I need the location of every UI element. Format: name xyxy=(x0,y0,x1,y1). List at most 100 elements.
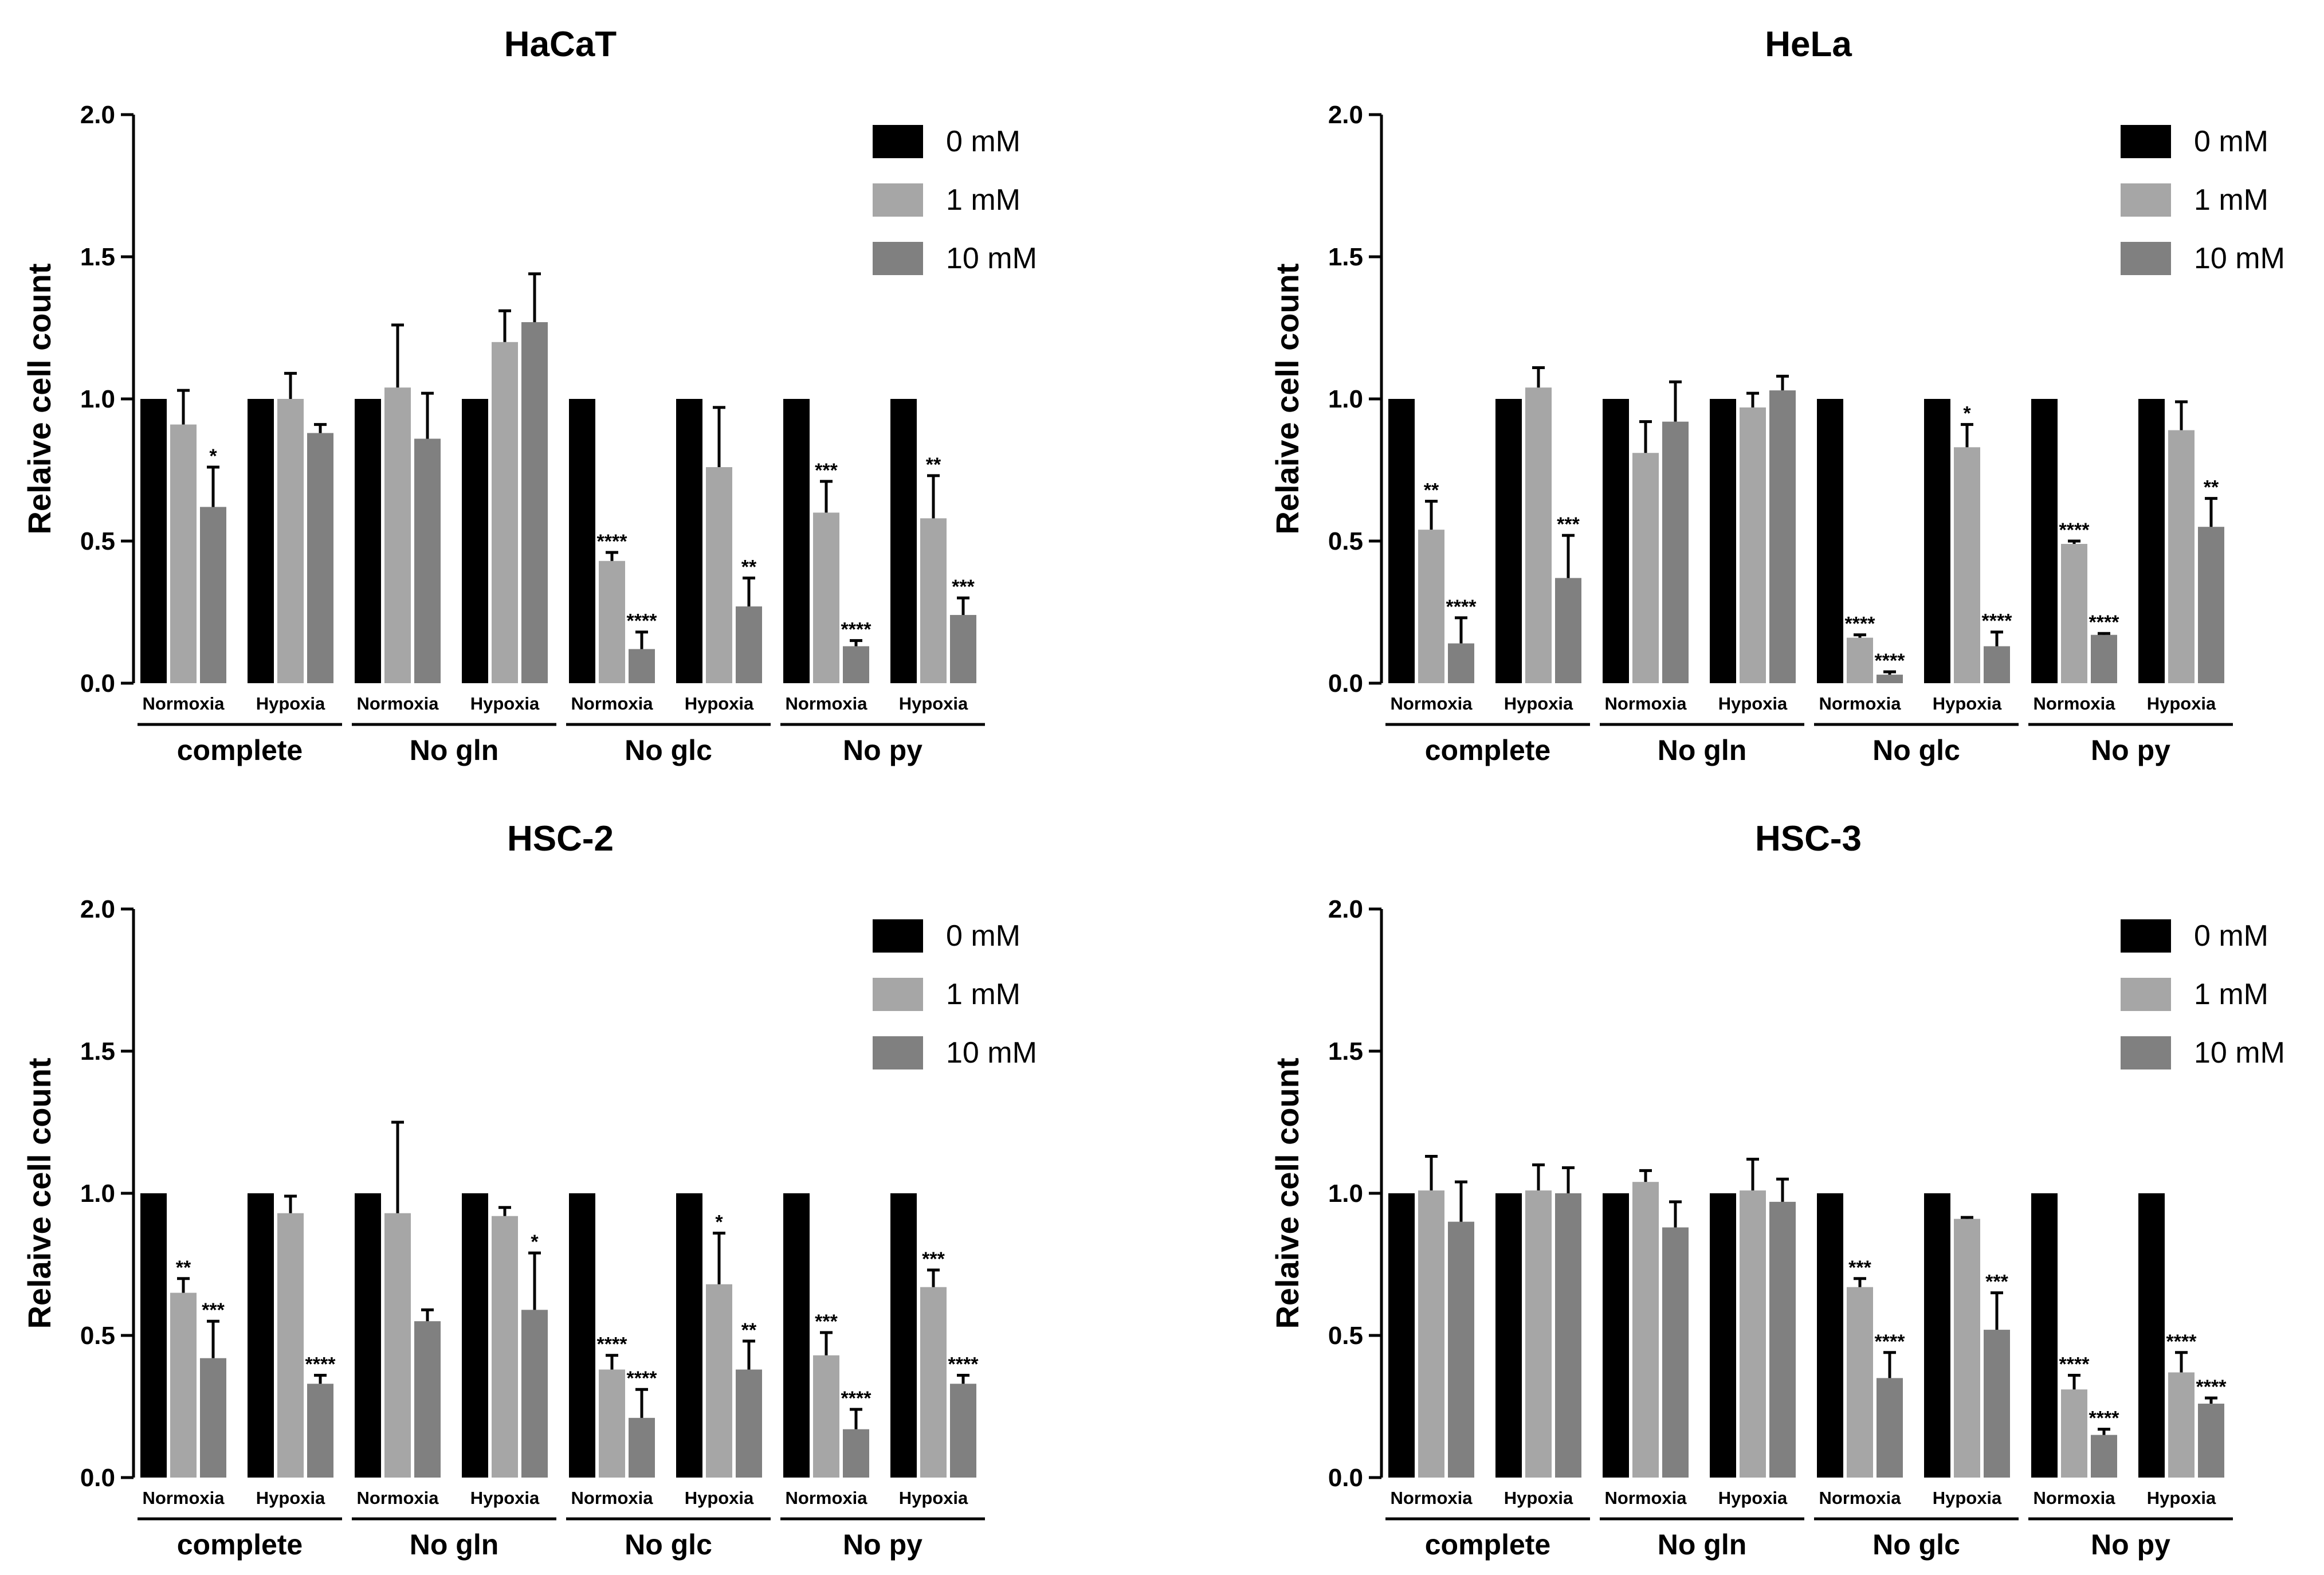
y-tick-label: 1.0 xyxy=(80,385,115,413)
group-label: No glc xyxy=(1872,1529,1960,1561)
y-tick-label: 2.0 xyxy=(1328,895,1363,923)
significance-label: *** xyxy=(815,460,838,481)
chart-panel-hacat: HaCaT Relaive cell count 0.0 0.5 1.0 1.5 2.0 * N… xyxy=(21,25,1037,766)
bar-1mm xyxy=(706,1284,732,1478)
bar-1mm xyxy=(1525,387,1552,683)
bar-0mm xyxy=(783,399,810,683)
bar-1mm xyxy=(813,512,839,683)
group-label: No gln xyxy=(1658,734,1747,766)
condition-label: Normoxia xyxy=(357,694,439,714)
group-label: No gln xyxy=(410,734,499,766)
bar-10mm xyxy=(521,1310,548,1478)
legend-label: 0 mM xyxy=(946,919,1020,953)
legend-swatch xyxy=(873,183,923,217)
condition-label: Normoxia xyxy=(571,1488,654,1508)
condition-label: Hypoxia xyxy=(470,1488,540,1508)
bar-10mm xyxy=(629,649,655,683)
bar-1mm xyxy=(170,424,197,683)
bar-10mm xyxy=(1555,578,1581,683)
significance-label: ** xyxy=(926,454,941,476)
bar-10mm xyxy=(1769,390,1796,683)
bar-10mm xyxy=(1877,1378,1903,1478)
y-tick-label: 0.5 xyxy=(80,1322,115,1350)
bar-0mm xyxy=(1924,399,1950,683)
legend-label: 0 mM xyxy=(946,125,1020,158)
significance-label: * xyxy=(1963,403,1971,425)
bar-0mm xyxy=(1603,1193,1629,1478)
bar-1mm xyxy=(277,399,304,683)
bar-10mm xyxy=(1769,1201,1796,1478)
bar-1mm xyxy=(1418,530,1444,683)
condition-label: Normoxia xyxy=(143,694,225,714)
condition-label: Normoxia xyxy=(786,694,868,714)
bar-1mm xyxy=(1954,1219,1980,1478)
legend-swatch xyxy=(2121,183,2171,217)
condition-label: Hypoxia xyxy=(2147,1488,2216,1508)
significance-label: *** xyxy=(815,1311,838,1333)
legend-label: 10 mM xyxy=(946,242,1037,275)
group-label: No py xyxy=(2091,1529,2170,1561)
condition-label: Normoxia xyxy=(786,1488,868,1508)
legend-label: 1 mM xyxy=(2194,183,2268,217)
bar-0mm xyxy=(569,399,595,683)
y-tick-label: 2.0 xyxy=(80,895,115,923)
bar-0mm xyxy=(1603,399,1629,683)
bar-0mm xyxy=(140,399,167,683)
group-label: No py xyxy=(2091,734,2170,766)
bar-0mm xyxy=(2031,1193,2058,1478)
bar-10mm xyxy=(1662,1227,1689,1478)
chart-title: HSC-2 xyxy=(507,819,614,859)
condition-label: Normoxia xyxy=(2034,694,2116,714)
significance-label: *** xyxy=(1848,1257,1871,1279)
bar-0mm xyxy=(248,1193,274,1478)
chart-title: HSC-3 xyxy=(1755,819,1862,859)
bar-1mm xyxy=(1418,1190,1444,1478)
bar-1mm xyxy=(277,1213,304,1478)
bar-1mm xyxy=(1847,1287,1873,1478)
condition-label: Hypoxia xyxy=(1718,694,1788,714)
significance-label: ** xyxy=(2204,477,2219,499)
bar-1mm xyxy=(2168,430,2195,683)
condition-label: Normoxia xyxy=(1391,694,1473,714)
condition-label: Hypoxia xyxy=(2147,694,2216,714)
condition-label: Normoxia xyxy=(1819,1488,1902,1508)
legend-label: 1 mM xyxy=(2194,978,2268,1011)
y-axis-label: Relaive cell count xyxy=(1269,1057,1305,1329)
bar-0mm xyxy=(2138,1193,2165,1478)
bar-10mm xyxy=(843,646,869,683)
group-label: complete xyxy=(1425,734,1551,766)
y-tick-label: 1.5 xyxy=(1328,243,1363,271)
significance-label: **** xyxy=(2196,1376,2227,1398)
y-tick-label: 0.0 xyxy=(1328,1464,1363,1492)
bar-10mm xyxy=(200,507,226,683)
legend-label: 10 mM xyxy=(2194,242,2285,275)
bar-1mm xyxy=(1632,1182,1659,1478)
bar-0mm xyxy=(1388,399,1415,683)
significance-label: **** xyxy=(841,1388,872,1409)
group-label: No py xyxy=(843,734,922,766)
chart-title: HaCaT xyxy=(504,25,617,64)
significance-label: *** xyxy=(1985,1271,2008,1293)
legend-swatch xyxy=(2121,978,2171,1011)
condition-label: Normoxia xyxy=(1605,1488,1687,1508)
y-tick-label: 0.0 xyxy=(80,1464,115,1492)
bar-10mm xyxy=(414,1321,441,1478)
legend-swatch xyxy=(2121,242,2171,275)
bar-0mm xyxy=(1817,1193,1843,1478)
group-label: complete xyxy=(177,734,303,766)
significance-label: **** xyxy=(2059,519,2090,541)
group-label: No glc xyxy=(625,1529,712,1561)
condition-label: Hypoxia xyxy=(1933,694,2002,714)
condition-label: Normoxia xyxy=(571,694,654,714)
legend-label: 0 mM xyxy=(2194,125,2268,158)
y-tick-label: 1.0 xyxy=(80,1180,115,1208)
bar-1mm xyxy=(920,518,947,683)
bar-0mm xyxy=(1924,1193,1950,1478)
significance-label: **** xyxy=(841,619,872,641)
legend-swatch xyxy=(873,125,923,158)
condition-label: Hypoxia xyxy=(899,694,968,714)
bar-1mm xyxy=(813,1355,839,1478)
condition-label: Normoxia xyxy=(1605,694,1687,714)
bar-0mm xyxy=(890,1193,917,1478)
significance-label: **** xyxy=(305,1353,336,1375)
